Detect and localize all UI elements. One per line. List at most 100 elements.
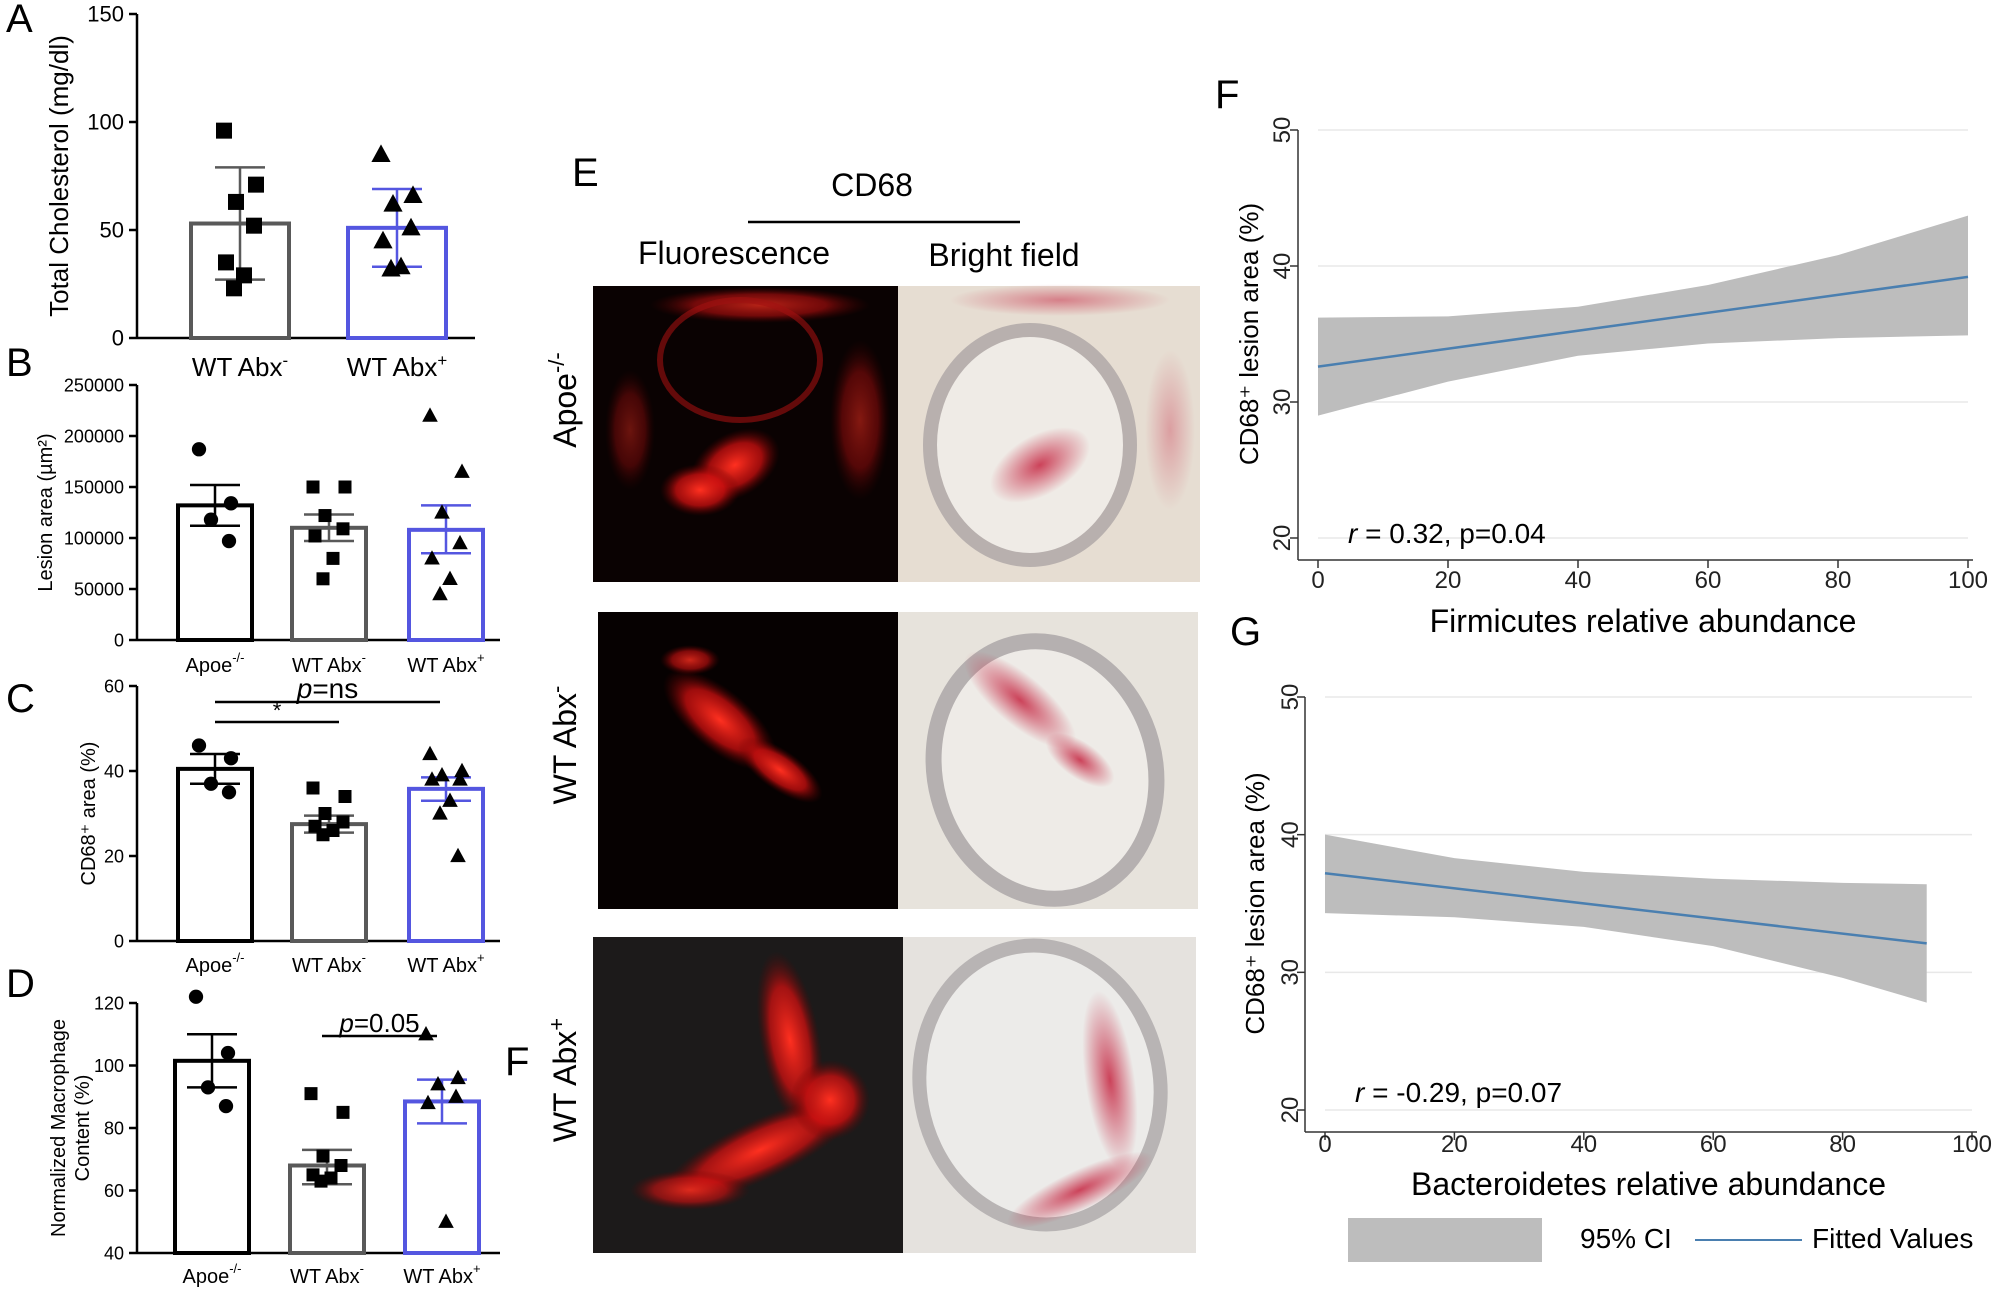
- data-point: [422, 407, 438, 422]
- category-label: Apoe-/-: [186, 650, 245, 677]
- bright-field-image-apoe: [898, 284, 1200, 582]
- data-point: [306, 781, 320, 795]
- data-point: [438, 1213, 454, 1228]
- data-point: [448, 1088, 464, 1103]
- data-point: [452, 534, 468, 550]
- category-label: WT Abx+: [403, 1261, 480, 1288]
- row-label-wt-abx-minus: WT Abx-: [544, 686, 583, 805]
- confidence-band: [1325, 834, 1927, 1003]
- data-point: [383, 194, 403, 212]
- x-tick-label: 60: [1700, 1131, 1727, 1158]
- data-point: [326, 824, 340, 837]
- data-point: [424, 550, 440, 565]
- x-axis-label: Firmicutes relative abundance: [1430, 603, 1857, 639]
- data-point: [373, 230, 393, 249]
- data-point: [318, 509, 332, 523]
- row-label-superscript: -/-: [544, 352, 569, 373]
- data-point: [221, 533, 237, 549]
- y-tick-label: 40: [1277, 821, 1304, 848]
- row-label-wt-abx-plus: WT Abx+: [544, 1018, 583, 1142]
- data-point: [442, 570, 458, 585]
- chart-panel-b: 0 50000 100000 150000 200000 250000 Lesion are…: [35, 375, 500, 677]
- data-point: [218, 254, 234, 271]
- column-label-bright-field: Bright field: [928, 237, 1079, 273]
- bar: [176, 766, 254, 943]
- data-point: [418, 1026, 434, 1041]
- category-label: WT Abx-: [292, 950, 366, 977]
- y-axis-label: CD68⁺ lesion area (%): [1234, 203, 1264, 465]
- data-point: [420, 1094, 436, 1110]
- y-tick-label: 50000: [74, 579, 124, 599]
- x-tick-label: 100: [1952, 1131, 1992, 1158]
- category-label: WT Abx+: [407, 650, 484, 677]
- y-axis-label: CD68⁺ area (%): [78, 742, 100, 886]
- data-point: [381, 258, 401, 277]
- x-tick-label: 0: [1311, 567, 1324, 594]
- category-label: Apoe-/-: [186, 950, 245, 977]
- panel-letter-b: B: [6, 341, 33, 385]
- y-tick-label: 50: [100, 218, 124, 243]
- data-point: [336, 1105, 350, 1119]
- y-tick-label: 80: [104, 1118, 124, 1138]
- data-point: [316, 572, 330, 586]
- significance-label: *: [273, 698, 282, 723]
- data-point: [336, 815, 350, 829]
- y-tick-label: 0: [114, 931, 124, 951]
- x-tick-label: 100: [1948, 567, 1988, 594]
- data-point: [308, 529, 322, 543]
- category-label: WT Abx+: [407, 950, 484, 977]
- panel-letter-f: F: [1215, 73, 1239, 117]
- panel-letter-f-left: F: [505, 1040, 529, 1084]
- y-tick-label: 250000: [64, 375, 124, 395]
- legend-ci-swatch: [1348, 1218, 1542, 1262]
- chart-panel-c: 0 20 40 60 CD68⁺ area (%) Apoe-/- WT Abx- WT Ab…: [78, 673, 500, 977]
- y-tick-label: 100: [87, 110, 124, 135]
- fluorescence-image-apoe: [593, 286, 898, 582]
- correlation-annotation: r = -0.29, p=0.07: [1355, 1077, 1562, 1108]
- x-tick-label: 20: [1441, 1131, 1468, 1158]
- data-point: [314, 1174, 328, 1188]
- data-point: [336, 522, 350, 536]
- panel-letter-d: D: [6, 962, 35, 1006]
- data-point: [422, 745, 438, 761]
- y-axis-label: Lesion area (µm²): [35, 433, 57, 591]
- data-point: [324, 1171, 338, 1185]
- cd68-header: CD68: [831, 167, 913, 203]
- data-point: [434, 504, 450, 519]
- legend: 95% CI Fitted Values: [1348, 1218, 1973, 1262]
- data-point: [432, 585, 448, 601]
- data-point: [306, 480, 320, 494]
- x-tick-label: 60: [1695, 567, 1722, 594]
- row-label-superscript: -: [544, 686, 569, 693]
- data-point: [218, 1098, 234, 1114]
- data-point: [403, 185, 423, 203]
- category-label: WT Abx-: [290, 1261, 364, 1288]
- x-axis-label: Bacteroidetes relative abundance: [1411, 1166, 1886, 1202]
- data-point: [424, 771, 440, 786]
- y-tick-label: 30: [1277, 959, 1304, 986]
- bar: [290, 822, 368, 943]
- data-point: [442, 792, 458, 807]
- y-tick-label: 0: [112, 326, 124, 351]
- y-axis-label: Normalized Macrophage Content (%): [48, 1019, 94, 1237]
- data-point: [371, 144, 391, 162]
- y-tick-label: 60: [104, 1181, 124, 1201]
- data-point: [452, 771, 468, 786]
- y-tick-label: 20: [104, 846, 124, 866]
- row-label-superscript: +: [544, 1018, 569, 1031]
- y-tick-label: 30: [1269, 389, 1296, 416]
- y-tick-label: 150: [87, 2, 124, 27]
- data-point: [200, 1080, 216, 1095]
- data-point: [338, 790, 352, 803]
- y-tick-label: 40: [104, 761, 124, 781]
- data-point: [434, 767, 450, 782]
- y-tick-label: 100000: [64, 528, 124, 548]
- panel-letter-c: C: [6, 677, 35, 721]
- data-point: [188, 989, 204, 1004]
- data-point: [203, 512, 219, 527]
- data-point: [304, 1087, 318, 1101]
- data-point: [450, 1069, 466, 1085]
- panel-letter-e: E: [572, 151, 599, 195]
- data-point: [203, 776, 219, 791]
